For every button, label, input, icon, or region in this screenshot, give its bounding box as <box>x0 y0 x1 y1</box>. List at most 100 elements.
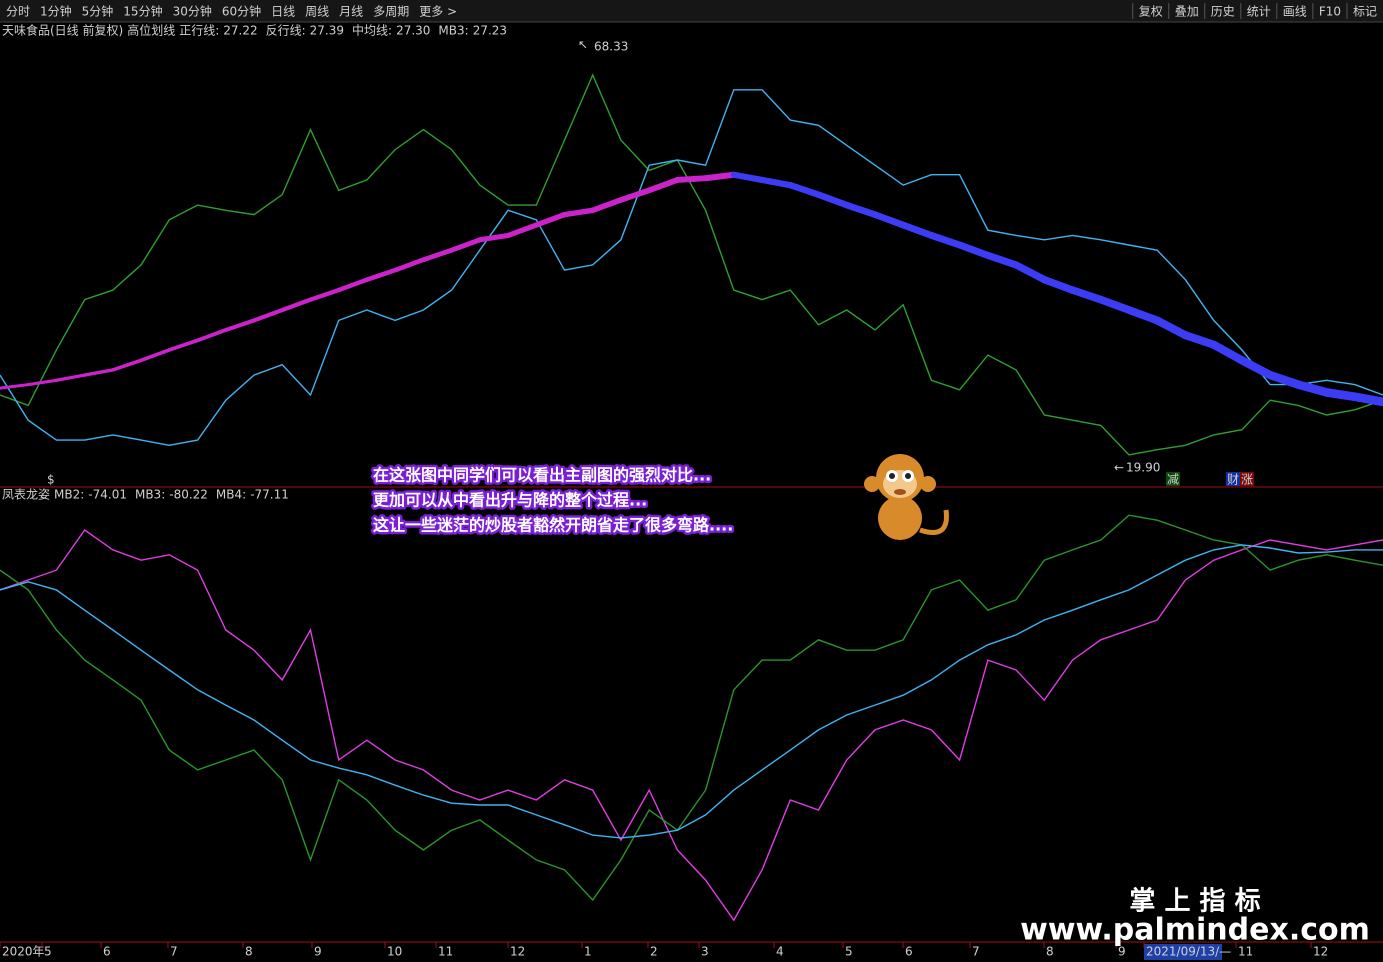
period-tab[interactable]: 日线 <box>271 5 295 19</box>
ma-segment <box>223 318 257 332</box>
time-label: 2020年 <box>2 945 45 959</box>
panel-title: 凤表龙姿 <box>2 488 50 502</box>
ma-segment <box>956 241 992 259</box>
ma-segment <box>1209 340 1246 365</box>
tool-button[interactable]: 标记 <box>1353 5 1377 19</box>
period-tab[interactable]: 周线 <box>305 5 329 19</box>
ma-segment <box>646 177 681 194</box>
legend-name: 反行线: <box>266 24 306 38</box>
period-tab[interactable]: 更多 > <box>419 5 457 19</box>
panel-title: 天味食品(日线 前复权) <box>2 23 123 38</box>
ma-segment <box>702 171 737 182</box>
legend-value: 27.39 <box>310 24 344 38</box>
tool-button[interactable]: F10 <box>1319 5 1341 19</box>
legend-value: -74.01 <box>88 488 127 502</box>
series-line <box>0 89 1383 447</box>
tool-button[interactable]: 复权 <box>1139 5 1163 19</box>
ma-segment <box>618 187 652 203</box>
ma-segment <box>674 175 709 183</box>
time-label: 1 <box>584 945 592 959</box>
toolbar <box>0 0 1383 22</box>
ma-segment <box>251 307 285 323</box>
time-label: 12 <box>510 945 525 959</box>
indicator-name: 高位划线 <box>127 23 175 38</box>
ma-segment <box>449 237 483 253</box>
low-label: 19.90 <box>1126 461 1160 475</box>
time-label: 6 <box>905 945 913 959</box>
time-label: 9 <box>314 945 322 959</box>
ma-segment <box>1181 331 1218 349</box>
ma-segment <box>984 251 1020 269</box>
annotation-line: 这让一些迷茫的炒股者豁然开朗省走了很多弯路.... <box>373 516 733 535</box>
ma-segment <box>195 328 228 343</box>
ma-segment <box>1068 286 1105 304</box>
legend-value: -77.11 <box>250 488 289 502</box>
period-tab[interactable]: 多周期 <box>373 5 409 19</box>
ma-segment <box>26 378 59 387</box>
ma-segment <box>505 222 539 239</box>
ma-segment <box>420 247 454 263</box>
time-label: 2 <box>650 945 658 959</box>
ma-segment <box>280 297 313 313</box>
ma-segment <box>899 221 935 239</box>
signal-box <box>1166 472 1180 486</box>
ma-segment <box>1265 370 1303 389</box>
period-tab[interactable]: 60分钟 <box>222 4 261 19</box>
period-tab[interactable]: 30分钟 <box>173 4 212 19</box>
legend-name: MB4: <box>216 488 246 502</box>
high-arrow: ↖ <box>578 38 588 52</box>
legend-value: 27.22 <box>223 24 257 38</box>
monkey <box>864 454 949 540</box>
ma-segment <box>54 373 87 382</box>
tool-button[interactable]: 叠加 <box>1175 5 1199 19</box>
ma-segment <box>815 191 850 209</box>
high-label: 68.33 <box>594 40 628 54</box>
time-label: 11 <box>1238 945 1253 959</box>
time-label: 2021/09/13/— <box>1146 945 1231 959</box>
time-label: 8 <box>1046 945 1054 959</box>
cursor-date-box <box>1144 944 1222 960</box>
period-tab[interactable]: 5分钟 <box>82 4 114 19</box>
period-tab[interactable]: 1分钟 <box>40 4 72 19</box>
ma-segment <box>364 267 398 282</box>
ma-segment <box>1040 275 1077 294</box>
series-line <box>0 73 1383 456</box>
period-tab[interactable]: 分时 <box>6 5 30 19</box>
time-label: 9 <box>1118 945 1126 959</box>
ma-segment <box>1125 306 1162 325</box>
legend-name: MB3: <box>135 488 165 502</box>
time-label: 7 <box>170 945 178 959</box>
period-tab[interactable]: 15分钟 <box>123 4 162 19</box>
time-label: 10 <box>387 945 402 959</box>
ma-segment <box>1153 316 1190 340</box>
extra-name: MB3: <box>438 24 468 38</box>
tool-button[interactable]: 画线 <box>1283 5 1307 19</box>
time-label: 8 <box>245 945 253 959</box>
annotation-line: 更加可以从中看出升与降的整个过程... <box>373 491 647 510</box>
period-tab[interactable]: 月线 <box>339 5 363 19</box>
ma-segment <box>730 171 766 184</box>
series-line <box>0 514 1383 902</box>
ma-segment <box>1012 261 1048 284</box>
signal-box <box>1240 472 1254 486</box>
time-label: 6 <box>103 945 111 959</box>
tool-button[interactable]: 统计 <box>1247 5 1271 19</box>
time-label: 5 <box>44 945 52 959</box>
low-arrow: ← <box>1114 461 1124 475</box>
ma-segment <box>589 197 624 214</box>
ma-segment <box>533 211 568 228</box>
ma-segment <box>787 181 822 198</box>
tool-button[interactable]: 历史 <box>1211 5 1235 19</box>
time-label: 12 <box>1313 945 1328 959</box>
time-label: 11 <box>438 945 453 959</box>
ma-segment <box>1294 380 1331 397</box>
series-line <box>0 544 1383 839</box>
ma-segment <box>139 348 172 363</box>
time-label: 3 <box>701 945 709 959</box>
ma-segment <box>758 176 794 189</box>
ma-segment <box>392 257 426 273</box>
ma-segment <box>927 231 964 249</box>
ma-segment <box>561 207 596 218</box>
